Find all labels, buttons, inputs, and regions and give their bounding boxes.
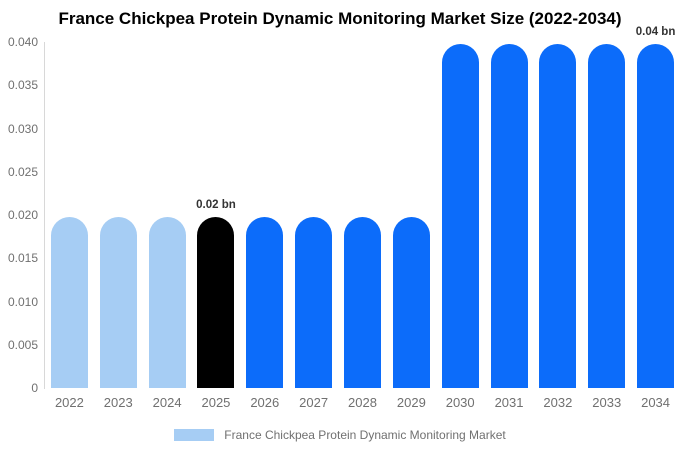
y-tick-label: 0.040 [7, 35, 38, 49]
x-tick-label-2026: 2026 [250, 395, 280, 410]
bar-2026[interactable] [246, 216, 284, 388]
bar-2027[interactable] [295, 216, 333, 388]
x-tick-label-2029: 2029 [396, 395, 426, 410]
legend-label: France Chickpea Protein Dynamic Monitori… [224, 428, 506, 442]
y-tick-label: 0 [31, 381, 38, 395]
legend-item[interactable]: France Chickpea Protein Dynamic Monitori… [0, 428, 680, 442]
bar-2024[interactable] [148, 216, 186, 388]
x-tick-label-2023: 2023 [103, 395, 133, 410]
y-tick-label: 0.030 [7, 121, 38, 136]
data-label-2034: 0.04 bn [635, 25, 676, 38]
y-tick-label: 0.005 [7, 337, 38, 352]
y-axis-line [44, 42, 45, 389]
x-tick-label-2028: 2028 [348, 395, 377, 410]
x-tick-label-2025: 2025 [201, 395, 231, 410]
x-tick-label-2032: 2032 [543, 395, 573, 410]
y-tick-label: 0.015 [7, 251, 38, 266]
legend-swatch-icon [174, 429, 215, 441]
bar-2032[interactable] [539, 43, 577, 388]
bar-2022[interactable] [50, 216, 88, 388]
y-tick-label: 0.010 [7, 294, 38, 309]
x-tick-label-2030: 2030 [445, 395, 475, 410]
bar-2023[interactable] [99, 216, 137, 388]
bar-2034[interactable] [637, 43, 675, 388]
y-tick-label: 0.035 [7, 78, 38, 93]
bar-2030[interactable] [441, 43, 479, 388]
data-label-2025: 0.02 bn [196, 198, 236, 211]
x-tick-label-2031: 2031 [494, 395, 524, 410]
x-tick-label-2024: 2024 [152, 395, 182, 410]
bar-2031[interactable] [490, 43, 528, 388]
x-tick-label-2034: 2034 [641, 395, 671, 410]
bar-2028[interactable] [344, 216, 381, 388]
bar-2025[interactable] [197, 216, 235, 388]
y-tick-label: 0.025 [7, 164, 38, 179]
bar-2033[interactable] [588, 43, 626, 388]
chart-title: France Chickpea Protein Dynamic Monitori… [58, 9, 622, 28]
x-tick-label-2027: 2027 [299, 395, 329, 410]
y-tick-label: 0.020 [7, 208, 38, 222]
x-tick-label-2033: 2033 [592, 395, 622, 410]
x-tick-label-2022: 2022 [54, 395, 84, 410]
bar-2029[interactable] [392, 216, 430, 388]
